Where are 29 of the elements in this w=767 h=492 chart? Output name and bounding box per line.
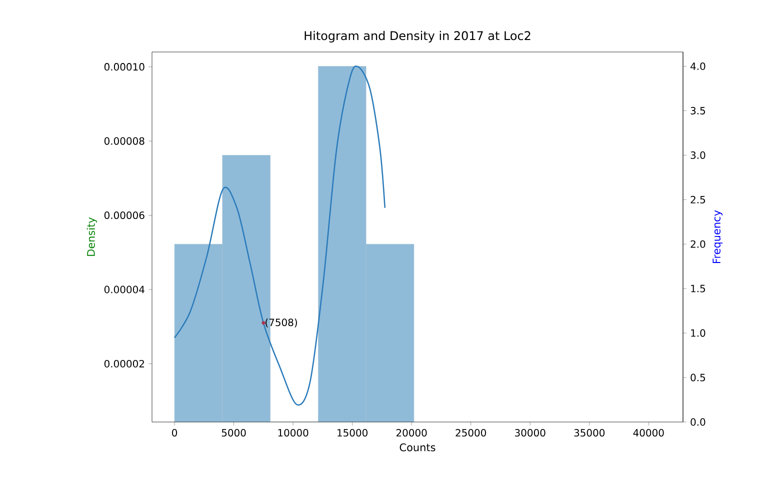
y-tick-label: 0.00008 [104,137,144,145]
x-tick-label: 0 [172,429,178,437]
y2-tick-label: 1.5 [691,284,705,292]
y2-tick-label: 1.0 [691,329,706,337]
y2-tick-label: 0.5 [690,374,705,382]
x-tick-label: 10000 [278,429,308,437]
x-tick-label: 40000 [633,429,664,437]
x-axis-title: Counts [400,443,436,452]
x-tick-label: 25000 [456,429,486,437]
y2-tick-label: 4.0 [690,62,706,70]
y2-tick-label: 2.5 [690,196,705,204]
y2-tick-label: 3.0 [690,151,706,159]
chart-title: Hitogram and Density in 2017 at Loc2 [304,30,530,42]
y-tick-label: 0.00002 [104,360,144,368]
y-axis-title: Density [86,217,97,256]
x-tick-label: 35000 [574,429,605,437]
line-series [174,66,386,406]
y-tick-label: 0.00010 [104,63,144,71]
y2-tick-label: 0.0 [690,418,706,426]
x-tick-label: 30000 [515,429,546,437]
y2-tick-label: 2.0 [690,240,706,248]
y2-tick-label: 3.5 [690,106,705,114]
x-tick-label: 15000 [338,429,368,437]
x-tick-label: 5000 [222,429,246,437]
x-tick-label: 20000 [396,429,427,437]
y-tick-label: 0.00004 [104,286,144,294]
y2-axis-title: Frequency [712,210,723,263]
y-tick-label: 0.00006 [104,212,144,220]
annotation: (7508) [266,318,297,328]
